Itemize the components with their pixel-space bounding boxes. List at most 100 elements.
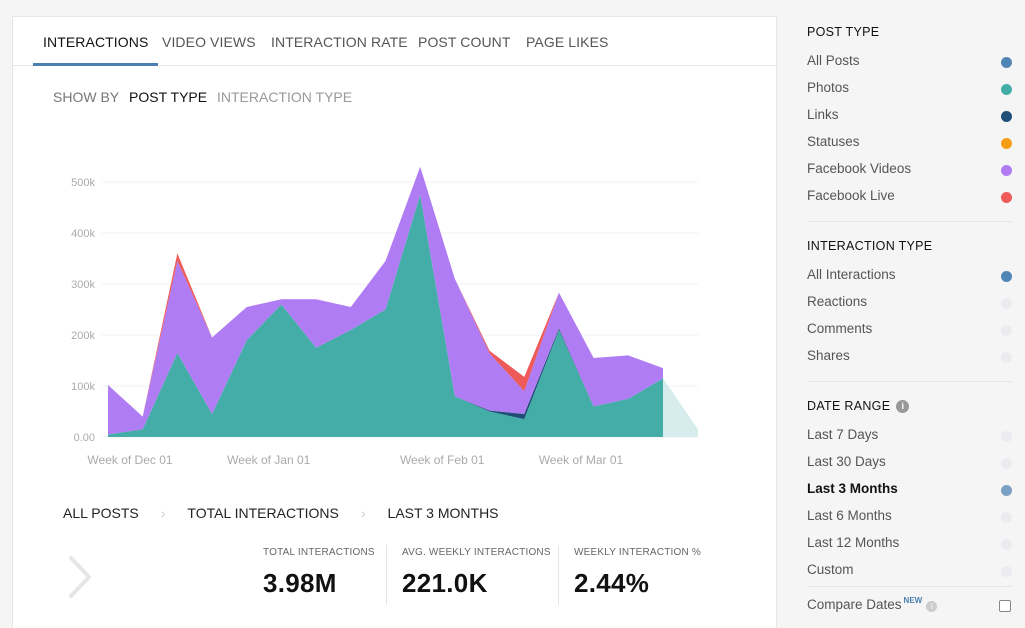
chevron-right-icon: › <box>160 505 166 521</box>
filter-label: Last 30 Days <box>807 454 886 469</box>
filter-label: All Posts <box>807 53 860 68</box>
tab-video-views[interactable]: VIDEO VIEWS <box>162 34 256 50</box>
stat-divider <box>558 545 559 605</box>
filter-label: Statuses <box>807 134 860 149</box>
color-dot-icon <box>1001 271 1012 282</box>
chevron-right-icon: › <box>360 505 366 521</box>
breadcrumb-all-posts[interactable]: ALL POSTS <box>63 505 139 521</box>
filter-facebook-videos[interactable]: Facebook Videos <box>807 161 1012 181</box>
y-tick-label: 0.00 <box>74 432 95 444</box>
filter-reactions[interactable]: Reactions <box>807 294 1012 314</box>
x-tick-label: Week of Mar 01 <box>539 453 624 467</box>
filter-facebook-live[interactable]: Facebook Live <box>807 188 1012 208</box>
new-badge: NEW <box>903 596 923 605</box>
date-range-title: DATE RANGE i <box>807 399 910 413</box>
date-custom[interactable]: Custom <box>807 562 1012 582</box>
date-range-title-text: DATE RANGE <box>807 399 891 413</box>
filter-label: Comments <box>807 321 873 336</box>
chevron-right-icon[interactable] <box>65 552 95 602</box>
series-area-facebook-videos[interactable] <box>108 166 663 435</box>
interactions-area-chart[interactable]: 0.00 100k 200k 300k 400k 500k Week of Dec 01 We… <box>13 117 778 477</box>
color-dot-icon <box>1001 485 1012 496</box>
stat-label: WEEKLY INTERACTION % <box>574 547 701 558</box>
filter-sidebar: POST TYPE All Posts Photos Links Statuse… <box>807 0 1012 628</box>
date-last-7-days[interactable]: Last 7 Days <box>807 427 1012 447</box>
filter-label: Custom <box>807 562 854 577</box>
interaction-type-title: INTERACTION TYPE <box>807 239 933 253</box>
filter-label: Last 7 Days <box>807 427 879 442</box>
section-divider <box>807 586 1012 587</box>
tab-page-likes[interactable]: PAGE LIKES <box>526 34 609 50</box>
color-dot-icon <box>1001 138 1012 149</box>
filter-all-interactions[interactable]: All Interactions <box>807 267 1012 287</box>
filter-label: Shares <box>807 348 850 363</box>
compare-dates-row: Compare Dates NEWi <box>807 596 1012 616</box>
color-dot-icon <box>1001 512 1012 523</box>
section-divider <box>807 221 1012 222</box>
metric-tabs: INTERACTIONS VIDEO VIEWS INTERACTION RAT… <box>13 17 776 66</box>
compare-dates-label: Compare Dates <box>807 597 902 612</box>
stat-divider <box>386 545 387 605</box>
filter-all-posts[interactable]: All Posts <box>807 53 1012 73</box>
stat-value: 2.44% <box>574 568 650 598</box>
y-tick-label: 400k <box>71 228 95 240</box>
color-dot-icon <box>1001 57 1012 68</box>
filter-label: Last 3 Months <box>807 481 898 496</box>
filter-label: Links <box>807 107 839 122</box>
breadcrumb: ALL POSTS › TOTAL INTERACTIONS › LAST 3 MONT… <box>63 505 499 521</box>
x-tick-label: Week of Dec 01 <box>87 453 172 467</box>
filter-shares[interactable]: Shares <box>807 348 1012 368</box>
breadcrumb-last-3-months[interactable]: LAST 3 MONTHS <box>387 505 499 521</box>
main-card: INTERACTIONS VIDEO VIEWS INTERACTION RAT… <box>12 16 777 628</box>
color-dot-icon <box>1001 566 1012 577</box>
post-type-title: POST TYPE <box>807 25 880 39</box>
color-dot-icon <box>1001 352 1012 363</box>
stat-avg-weekly-interactions: AVG. WEEKLY INTERACTIONS 221.0K <box>402 547 551 599</box>
filter-label: Last 6 Months <box>807 508 892 523</box>
stat-total-interactions: TOTAL INTERACTIONS 3.98M <box>263 547 375 599</box>
stat-value: 3.98M <box>263 568 337 598</box>
filter-statuses[interactable]: Statuses <box>807 134 1012 154</box>
tab-interactions[interactable]: INTERACTIONS <box>33 17 159 66</box>
color-dot-icon <box>1001 84 1012 95</box>
filter-label: Facebook Live <box>807 188 895 203</box>
color-dot-icon <box>1001 111 1012 122</box>
color-dot-icon <box>1001 431 1012 442</box>
info-icon[interactable]: i <box>896 400 910 413</box>
filter-links[interactable]: Links <box>807 107 1012 127</box>
y-tick-label: 200k <box>71 330 95 342</box>
color-dot-icon <box>1001 325 1012 336</box>
filter-label: Facebook Videos <box>807 161 912 176</box>
breadcrumb-total-interactions[interactable]: TOTAL INTERACTIONS <box>187 505 339 521</box>
date-last-30-days[interactable]: Last 30 Days <box>807 454 1012 474</box>
show-by-selector: SHOW BY POST TYPE INTERACTION TYPE <box>53 89 358 105</box>
stat-value: 221.0K <box>402 568 488 598</box>
show-by-post-type[interactable]: POST TYPE <box>129 89 208 105</box>
y-tick-label: 100k <box>71 381 95 393</box>
compare-dates-checkbox[interactable] <box>999 600 1011 612</box>
stat-label: TOTAL INTERACTIONS <box>263 547 375 558</box>
y-tick-label: 500k <box>71 177 95 189</box>
filter-photos[interactable]: Photos <box>807 80 1012 100</box>
info-icon[interactable]: i <box>926 601 938 612</box>
projection-area <box>663 378 698 437</box>
color-dot-icon <box>1001 298 1012 309</box>
x-tick-label: Week of Feb 01 <box>400 453 485 467</box>
tab-interaction-rate[interactable]: INTERACTION RATE <box>271 34 408 50</box>
date-last-3-months[interactable]: Last 3 Months <box>807 481 1012 501</box>
filter-label: Reactions <box>807 294 868 309</box>
filter-comments[interactable]: Comments <box>807 321 1012 341</box>
filter-label: Last 12 Months <box>807 535 900 550</box>
stat-label: AVG. WEEKLY INTERACTIONS <box>402 547 551 558</box>
filter-label: All Interactions <box>807 267 896 282</box>
show-by-interaction-type[interactable]: INTERACTION TYPE <box>216 89 353 105</box>
stat-weekly-interaction-pct: WEEKLY INTERACTION % 2.44% <box>574 547 701 599</box>
date-last-12-months[interactable]: Last 12 Months <box>807 535 1012 555</box>
color-dot-icon <box>1001 458 1012 469</box>
color-dot-icon <box>1001 192 1012 203</box>
date-last-6-months[interactable]: Last 6 Months <box>807 508 1012 528</box>
series-area-photos[interactable] <box>108 194 663 437</box>
tab-post-count[interactable]: POST COUNT <box>418 34 511 50</box>
color-dot-icon <box>1001 539 1012 550</box>
section-divider <box>807 381 1012 382</box>
